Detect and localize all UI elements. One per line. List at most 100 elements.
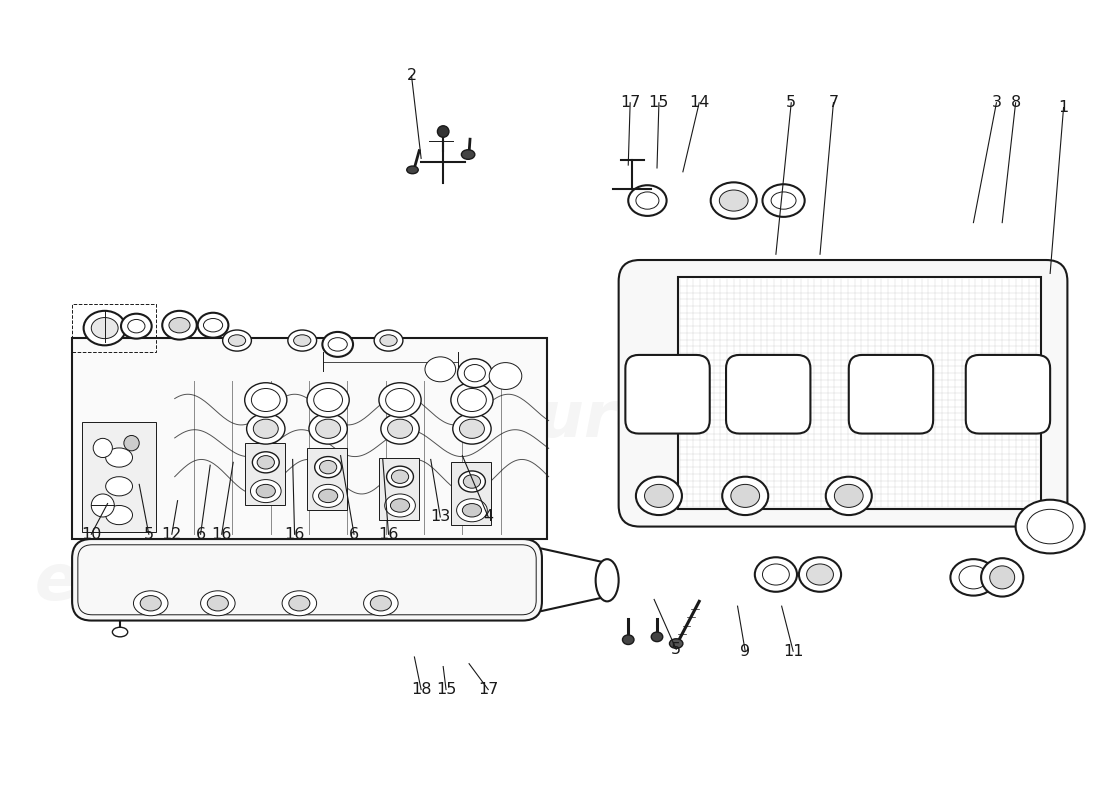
Ellipse shape xyxy=(207,596,229,611)
Ellipse shape xyxy=(282,591,317,616)
Ellipse shape xyxy=(244,382,287,418)
Ellipse shape xyxy=(133,591,168,616)
Bar xyxy=(307,448,348,510)
Ellipse shape xyxy=(438,126,449,138)
Ellipse shape xyxy=(386,466,414,487)
Text: 2: 2 xyxy=(407,69,417,83)
Ellipse shape xyxy=(106,448,132,467)
Ellipse shape xyxy=(755,558,797,592)
Ellipse shape xyxy=(371,596,392,611)
Ellipse shape xyxy=(319,489,338,502)
Ellipse shape xyxy=(950,559,997,596)
Ellipse shape xyxy=(294,334,311,346)
Ellipse shape xyxy=(636,192,659,209)
Ellipse shape xyxy=(464,365,485,382)
Ellipse shape xyxy=(835,484,864,507)
Bar xyxy=(678,278,1041,510)
FancyBboxPatch shape xyxy=(726,355,811,434)
Ellipse shape xyxy=(762,564,790,585)
Ellipse shape xyxy=(771,192,796,209)
Ellipse shape xyxy=(252,389,280,411)
Ellipse shape xyxy=(451,382,493,418)
Text: 12: 12 xyxy=(162,526,182,542)
Ellipse shape xyxy=(806,564,834,585)
Ellipse shape xyxy=(106,477,132,496)
Ellipse shape xyxy=(462,503,482,517)
Text: 16: 16 xyxy=(378,526,398,542)
Ellipse shape xyxy=(121,314,152,338)
Ellipse shape xyxy=(762,184,805,217)
Ellipse shape xyxy=(458,389,486,411)
FancyBboxPatch shape xyxy=(966,355,1050,434)
Ellipse shape xyxy=(256,484,275,498)
Ellipse shape xyxy=(645,484,673,507)
Ellipse shape xyxy=(229,334,245,346)
Ellipse shape xyxy=(1015,500,1085,554)
Ellipse shape xyxy=(959,566,988,589)
Ellipse shape xyxy=(723,477,768,515)
Ellipse shape xyxy=(253,419,278,438)
Ellipse shape xyxy=(319,461,337,474)
Ellipse shape xyxy=(651,632,663,642)
Ellipse shape xyxy=(200,591,235,616)
Ellipse shape xyxy=(425,357,455,382)
Ellipse shape xyxy=(94,438,112,458)
Ellipse shape xyxy=(628,186,667,216)
Ellipse shape xyxy=(312,484,343,507)
Ellipse shape xyxy=(387,419,412,438)
Ellipse shape xyxy=(463,474,481,488)
FancyBboxPatch shape xyxy=(73,539,542,621)
Text: 11: 11 xyxy=(783,644,803,658)
Text: 10: 10 xyxy=(81,526,101,542)
Ellipse shape xyxy=(307,382,349,418)
Ellipse shape xyxy=(198,313,229,338)
Ellipse shape xyxy=(91,318,118,338)
Ellipse shape xyxy=(460,419,484,438)
Ellipse shape xyxy=(799,558,842,592)
Text: 6: 6 xyxy=(196,526,206,542)
Text: 17: 17 xyxy=(620,95,640,110)
Ellipse shape xyxy=(309,414,348,444)
Ellipse shape xyxy=(204,318,222,332)
Text: eurospares: eurospares xyxy=(495,388,900,450)
FancyBboxPatch shape xyxy=(618,260,1067,526)
Ellipse shape xyxy=(106,506,132,525)
Ellipse shape xyxy=(459,471,485,492)
Ellipse shape xyxy=(453,414,491,444)
Ellipse shape xyxy=(322,332,353,357)
Text: 5: 5 xyxy=(786,95,796,110)
Ellipse shape xyxy=(1027,510,1074,544)
Ellipse shape xyxy=(128,319,145,333)
Bar xyxy=(81,422,156,532)
Ellipse shape xyxy=(91,494,114,517)
Ellipse shape xyxy=(374,330,403,351)
Ellipse shape xyxy=(461,150,475,159)
FancyBboxPatch shape xyxy=(626,355,710,434)
Ellipse shape xyxy=(981,558,1023,597)
Ellipse shape xyxy=(826,477,872,515)
Text: 5: 5 xyxy=(144,526,154,542)
Ellipse shape xyxy=(623,635,634,645)
Bar xyxy=(451,462,491,525)
Ellipse shape xyxy=(386,389,415,411)
Ellipse shape xyxy=(378,382,421,418)
Ellipse shape xyxy=(719,190,748,211)
Ellipse shape xyxy=(379,334,397,346)
Text: 15: 15 xyxy=(436,682,456,697)
Ellipse shape xyxy=(595,559,618,602)
Ellipse shape xyxy=(730,484,760,507)
Ellipse shape xyxy=(385,494,416,517)
Ellipse shape xyxy=(257,456,274,469)
Ellipse shape xyxy=(84,311,125,346)
Ellipse shape xyxy=(316,419,341,438)
Text: 14: 14 xyxy=(689,95,710,110)
FancyBboxPatch shape xyxy=(849,355,933,434)
Ellipse shape xyxy=(381,414,419,444)
Ellipse shape xyxy=(711,182,757,218)
Ellipse shape xyxy=(458,358,492,387)
Text: 13: 13 xyxy=(430,510,450,525)
Text: 8: 8 xyxy=(1011,95,1021,110)
Ellipse shape xyxy=(288,330,317,351)
Text: 16: 16 xyxy=(285,526,305,542)
Text: 17: 17 xyxy=(478,682,498,697)
